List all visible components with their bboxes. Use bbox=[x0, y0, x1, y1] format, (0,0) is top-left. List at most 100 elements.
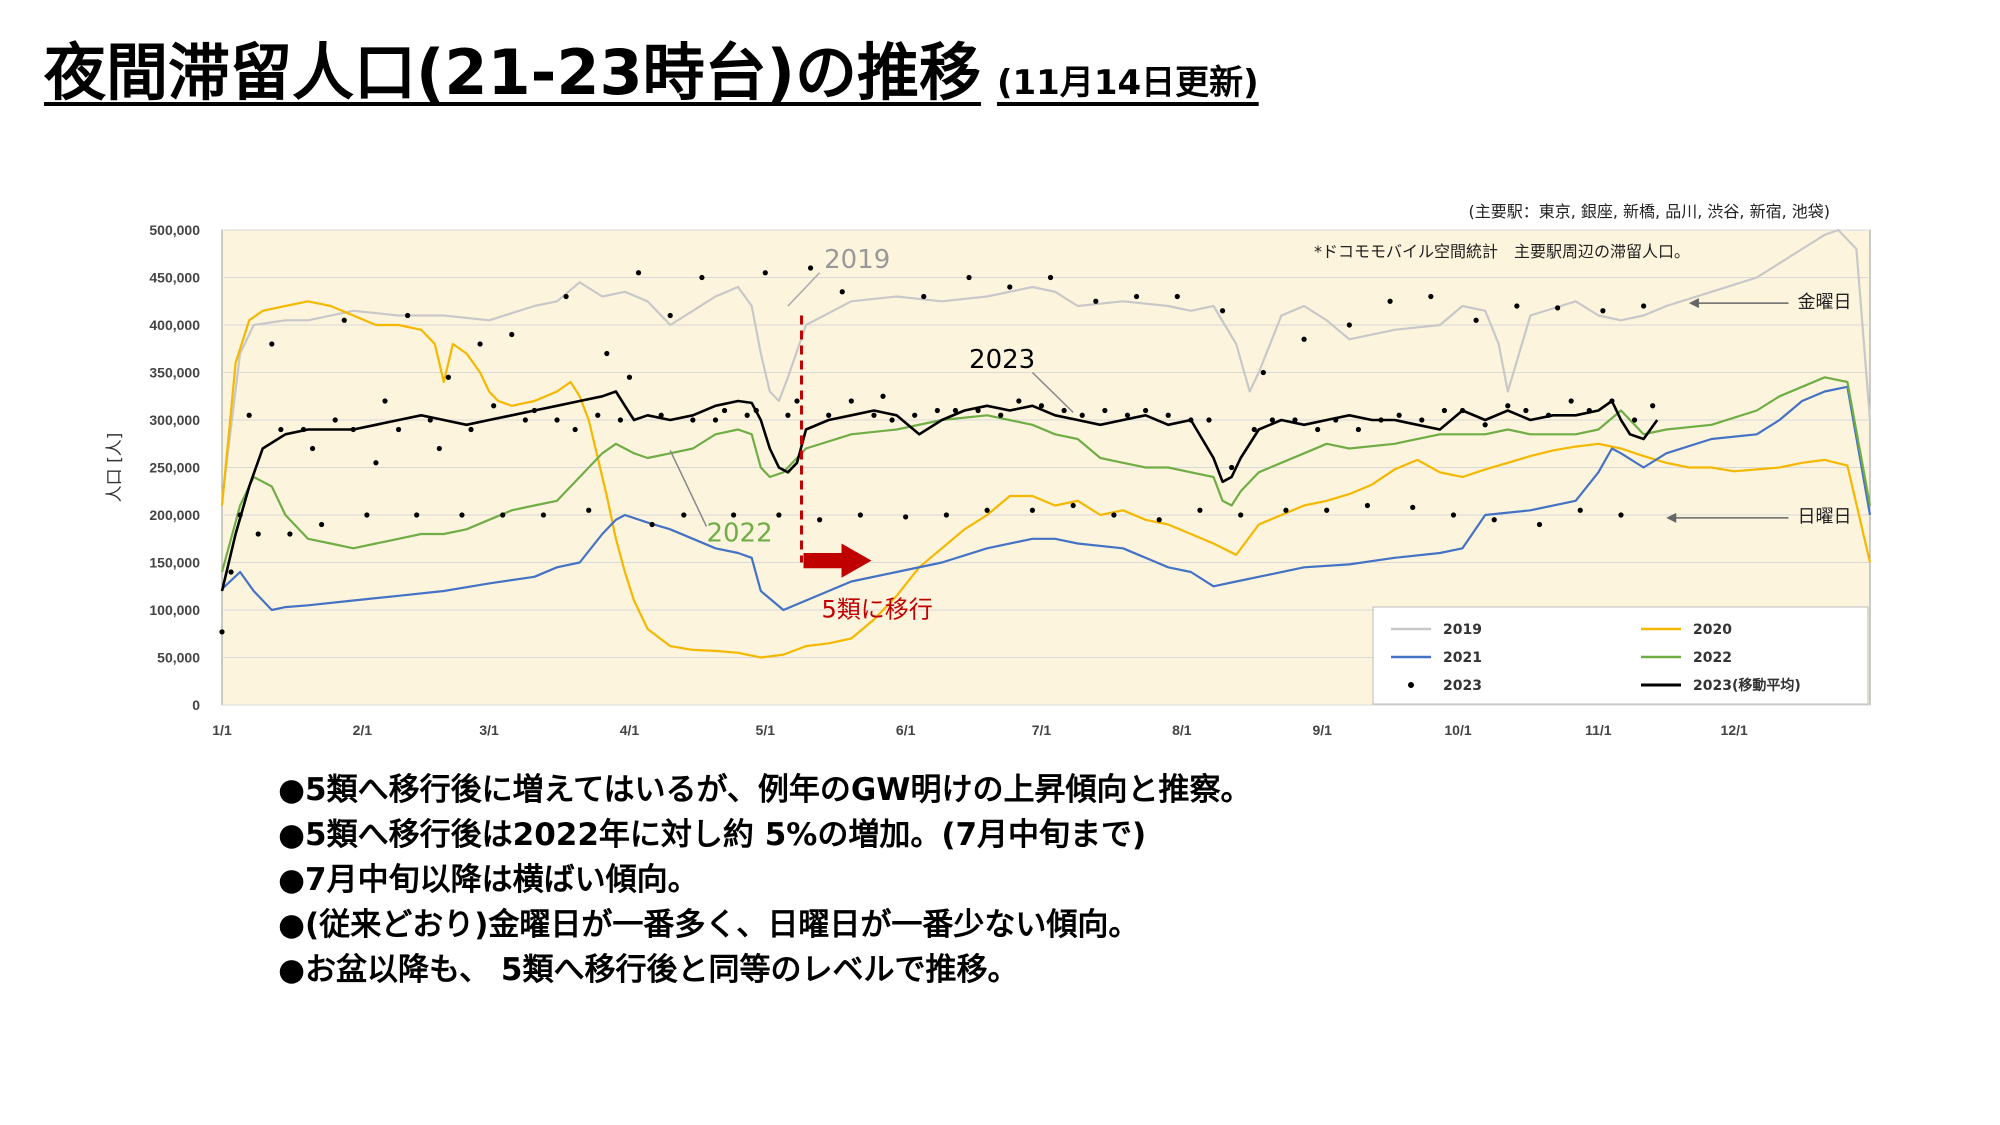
data-point-2023 bbox=[984, 507, 990, 513]
data-point-2023 bbox=[531, 407, 537, 414]
data-point-2023 bbox=[1428, 293, 1434, 300]
y-tick-label: 400,000 bbox=[149, 317, 200, 333]
data-point-2023 bbox=[975, 407, 981, 414]
data-point-2023 bbox=[1410, 504, 1416, 510]
data-point-2023 bbox=[1174, 293, 1180, 300]
data-point-2023 bbox=[1378, 417, 1384, 423]
bullet-item: ●お盆以降も、 5類へ移行後と同等のレベルで推移。 bbox=[278, 952, 1019, 988]
data-point-2023 bbox=[1093, 298, 1099, 304]
transition-arrow bbox=[803, 543, 872, 578]
data-point-2023 bbox=[522, 417, 528, 423]
data-point-2023 bbox=[649, 521, 655, 528]
y-tick-label: 50,000 bbox=[157, 650, 200, 666]
data-point-2023 bbox=[319, 521, 325, 528]
data-point-2023 bbox=[436, 445, 442, 452]
data-point-2023 bbox=[586, 507, 592, 513]
chart-svg: 0 50,000 100,000 150,000 200,000 250,000 300,0… bbox=[105, 202, 1872, 738]
data-point-2023 bbox=[681, 512, 687, 518]
legend-label-2023(移動平均): 2023(移動平均) bbox=[1693, 677, 1801, 694]
data-point-2023 bbox=[807, 265, 814, 271]
data-point-2023 bbox=[1491, 517, 1497, 523]
data-point-2023 bbox=[1156, 517, 1162, 523]
y-tick-label: 0 bbox=[192, 697, 200, 713]
series-line-2023(移動平均) bbox=[220, 390, 1659, 592]
data-point-2023 bbox=[1260, 369, 1266, 376]
y-axis-label: 人口 [人] bbox=[105, 433, 125, 503]
data-point-2023 bbox=[1283, 507, 1289, 513]
data-point-2023 bbox=[635, 270, 642, 276]
data-point-2023 bbox=[839, 289, 845, 295]
data-point-2023 bbox=[1061, 407, 1067, 414]
data-point-2023 bbox=[255, 531, 261, 537]
data-point-2023 bbox=[880, 393, 886, 399]
data-point-2023 bbox=[1315, 426, 1321, 433]
data-point-2023 bbox=[509, 331, 515, 338]
data-point-2023 bbox=[1631, 417, 1638, 423]
y-tick-label: 500,000 bbox=[149, 222, 200, 238]
data-point-2023 bbox=[871, 412, 877, 418]
data-point-2023 bbox=[500, 512, 506, 518]
x-tick-label: 10/1 bbox=[1444, 722, 1471, 738]
data-point-2023 bbox=[744, 412, 750, 418]
data-point-2023 bbox=[776, 512, 782, 518]
bullet-item: ●5類へ移行後は2022年に対し約 5%の増加。(7月中旬まで) bbox=[278, 817, 1147, 853]
data-point-2023 bbox=[332, 417, 338, 423]
x-tick-label: 12/1 bbox=[1721, 722, 1748, 738]
x-tick-label: 3/1 bbox=[479, 722, 499, 738]
data-point-2023 bbox=[1238, 512, 1244, 518]
data-point-2023 bbox=[848, 398, 854, 404]
label-2022-leader bbox=[669, 450, 708, 527]
series-line-2022 bbox=[220, 376, 1872, 573]
data-point-2023 bbox=[237, 512, 243, 518]
data-point-2023 bbox=[1102, 407, 1108, 414]
y-tick-label: 250,000 bbox=[149, 460, 200, 476]
data-point-2023 bbox=[219, 629, 225, 635]
data-point-2023 bbox=[690, 417, 696, 423]
legend-label-2021: 2021 bbox=[1443, 650, 1482, 666]
y-tick-label: 150,000 bbox=[149, 555, 200, 571]
data-point-2023 bbox=[1269, 417, 1275, 423]
data-point-2023 bbox=[794, 398, 800, 404]
data-point-2023 bbox=[1514, 303, 1520, 309]
x-tick-label: 7/1 bbox=[1032, 722, 1052, 738]
transition-label: 5類に移行 bbox=[822, 596, 933, 624]
data-point-2023 bbox=[1324, 507, 1330, 513]
data-point-2023 bbox=[1396, 412, 1402, 418]
data-point-2023 bbox=[1577, 507, 1583, 513]
data-point-2023 bbox=[350, 426, 356, 433]
data-point-2023 bbox=[595, 412, 601, 418]
x-tick-label: 2/1 bbox=[353, 722, 373, 738]
data-point-2023 bbox=[1600, 308, 1606, 314]
data-point-2023 bbox=[817, 517, 823, 523]
data-point-2023 bbox=[1505, 403, 1511, 409]
summary-bullets: ●5類へ移行後に増えてはいるが、例年のGW明けの上昇傾向と推察。 ●5類へ移行後… bbox=[278, 768, 1251, 993]
data-point-2023 bbox=[1618, 512, 1624, 518]
stations-note: (主要駅：東京, 銀座, 新橋, 品川, 渋谷, 新宿, 池袋) bbox=[1468, 202, 1830, 221]
legend-label-2020: 2020 bbox=[1693, 622, 1732, 638]
x-tick-label: 8/1 bbox=[1172, 722, 1192, 738]
data-point-2023 bbox=[459, 512, 465, 518]
data-point-2023 bbox=[1143, 407, 1149, 414]
x-tick-label: 4/1 bbox=[620, 722, 640, 738]
data-point-2023 bbox=[1568, 398, 1574, 404]
data-point-2023 bbox=[477, 341, 483, 347]
data-point-2023 bbox=[1333, 417, 1339, 423]
data-point-2023 bbox=[341, 317, 347, 323]
data-point-2023 bbox=[1523, 407, 1529, 414]
y-tick-label: 200,000 bbox=[149, 507, 200, 523]
data-point-2023 bbox=[1206, 417, 1212, 423]
legend-label-2019: 2019 bbox=[1443, 622, 1482, 638]
data-point-2023 bbox=[395, 426, 402, 433]
series-line-2020 bbox=[220, 300, 1872, 659]
data-point-2023 bbox=[1016, 398, 1022, 404]
data-point-2023 bbox=[667, 312, 673, 319]
series-line-2019 bbox=[220, 228, 1872, 501]
data-point-2023 bbox=[1650, 403, 1656, 409]
data-point-2023 bbox=[912, 412, 918, 418]
data-point-2023 bbox=[445, 374, 451, 380]
data-point-2023 bbox=[1355, 426, 1361, 433]
data-point-2023 bbox=[1070, 502, 1076, 509]
data-point-2023 bbox=[1219, 308, 1226, 314]
label-2023-leader bbox=[1031, 371, 1074, 413]
data-point-2023 bbox=[1197, 507, 1203, 513]
